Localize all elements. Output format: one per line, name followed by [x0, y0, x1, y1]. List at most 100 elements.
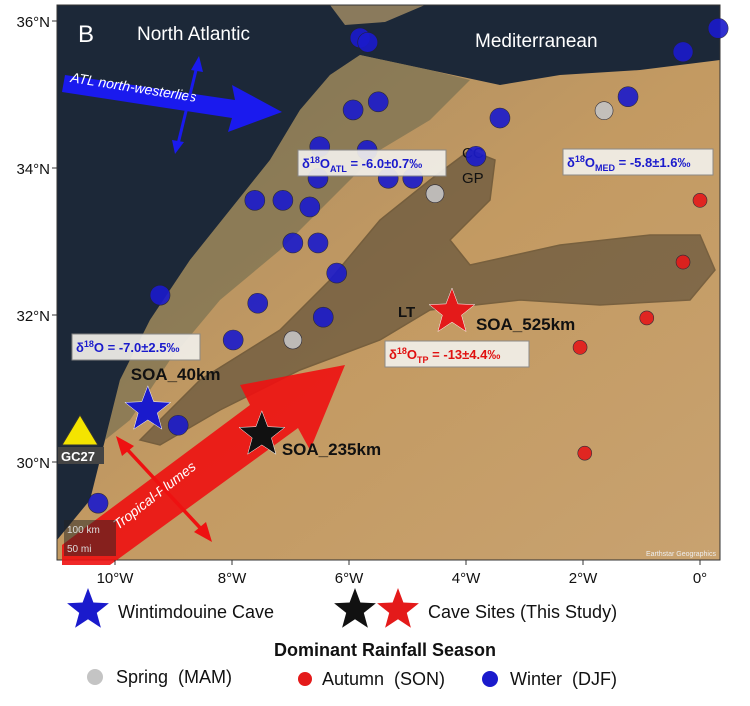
isotope-base: O — [585, 155, 595, 170]
station — [692, 193, 708, 208]
x-tick-label: 10°W — [97, 570, 135, 587]
isotope-rest: = -13±4.4‰ — [429, 347, 501, 362]
station — [367, 91, 389, 113]
isotope-delta: δ — [389, 347, 397, 362]
station — [87, 492, 109, 514]
isotope-label: δ18OTP = -13±4.4‰ — [389, 346, 500, 365]
scale-label: 100 km — [67, 525, 100, 536]
isotope-box — [297, 149, 447, 177]
station — [489, 107, 511, 129]
station — [247, 292, 269, 314]
legend-dot — [298, 672, 312, 686]
y-tick-label: 34°N — [16, 161, 50, 178]
station — [707, 18, 729, 39]
legend-label: Spring (MAM) — [116, 667, 232, 687]
legend-star — [334, 588, 376, 628]
atlas-mountains — [138, 149, 716, 446]
isotope-delta: δ — [76, 340, 84, 355]
station — [283, 330, 303, 350]
atl-double-arrow — [176, 65, 199, 145]
arrow-head — [194, 522, 212, 542]
y-tick-label: 32°N — [16, 308, 50, 325]
region-label: North Atlantic — [137, 24, 250, 45]
region-label: Mediterranean — [475, 31, 598, 52]
cave-label: SOA_40km — [131, 365, 221, 384]
legend-star — [67, 588, 109, 628]
x-tick-label: 8°W — [218, 570, 247, 587]
isotope-sub: TP — [417, 355, 429, 365]
station — [672, 41, 694, 63]
isotope-label: δ18OMED = -5.8±1.6‰ — [567, 154, 690, 173]
station — [577, 445, 593, 461]
panel-label: B — [78, 21, 94, 48]
cave-label: SOA_235km — [282, 440, 381, 459]
y-tick-label: 36°N — [16, 14, 50, 31]
isotope-rest: = -5.8±1.6‰ — [615, 155, 690, 170]
spain-land — [330, 5, 425, 25]
legend-label: Cave Sites (This Study) — [428, 602, 617, 622]
station — [222, 329, 244, 351]
isotope-label: δ18OATL = -6.0±0.7‰ — [302, 155, 422, 174]
arrow-head — [191, 56, 203, 72]
legend-title: Dominant Rainfall Season — [274, 640, 496, 660]
attribution: Earthstar Geographics — [646, 551, 717, 558]
isotope-box — [71, 333, 201, 361]
station — [307, 232, 329, 254]
scale-label: 50 mi — [67, 544, 91, 555]
x-tick-label: 6°W — [335, 570, 364, 587]
cave-label: SOA_525km — [476, 315, 575, 334]
isotope-delta: δ — [302, 156, 310, 171]
scale-box — [64, 520, 116, 556]
isotope-delta: δ — [567, 155, 575, 170]
x-tick-label: 2°W — [569, 570, 598, 587]
cave-marker — [238, 410, 286, 455]
station — [326, 262, 348, 284]
legend-label: Winter (DJF) — [510, 669, 617, 689]
station — [617, 86, 639, 108]
station — [342, 99, 364, 121]
station — [425, 184, 445, 204]
station — [357, 32, 379, 53]
legend-dot — [87, 669, 103, 685]
isotope-sup: 18 — [310, 155, 320, 165]
isotope-base: O — [407, 347, 417, 362]
isotope-sub: MED — [595, 163, 616, 173]
legend-label: Autumn (SON) — [322, 669, 445, 689]
station — [465, 145, 487, 167]
isotope-rest: = -6.0±0.7‰ — [347, 156, 422, 171]
station — [312, 306, 334, 328]
isotope-base: O — [320, 156, 330, 171]
station — [594, 101, 614, 120]
isotope-sup: 18 — [397, 346, 407, 356]
legend-star — [377, 588, 419, 628]
legend: Wintimdouine Cave Cave Sites (This Study… — [67, 588, 617, 689]
gc27-marker — [61, 414, 99, 446]
isotope-box — [384, 340, 530, 368]
station — [167, 414, 189, 436]
station — [149, 284, 171, 306]
gc27-box — [58, 447, 104, 464]
station — [675, 254, 691, 270]
station — [244, 190, 266, 211]
cave-marker — [428, 287, 476, 333]
x-tick-label: 4°W — [452, 570, 481, 587]
legend-dot — [482, 671, 498, 687]
isotope-sup: 18 — [575, 154, 585, 164]
station — [299, 196, 321, 218]
station — [639, 310, 655, 326]
station — [272, 190, 294, 211]
tropical-arrow — [62, 365, 345, 565]
cave-marker — [124, 385, 172, 430]
isotope-sub: ATL — [330, 164, 347, 174]
site-label: GP — [462, 170, 484, 187]
site-label: GC27 — [61, 449, 95, 464]
isotope-rest: = -7.0±2.5‰ — [104, 340, 179, 355]
isotope-box — [562, 148, 714, 176]
map-frame — [56, 4, 721, 561]
y-tick-label: 30°N — [16, 455, 50, 472]
isotope-sup: 18 — [84, 339, 94, 349]
arrow-head — [116, 436, 134, 456]
isotope-label: δ18O = -7.0±2.5‰ — [76, 339, 179, 355]
